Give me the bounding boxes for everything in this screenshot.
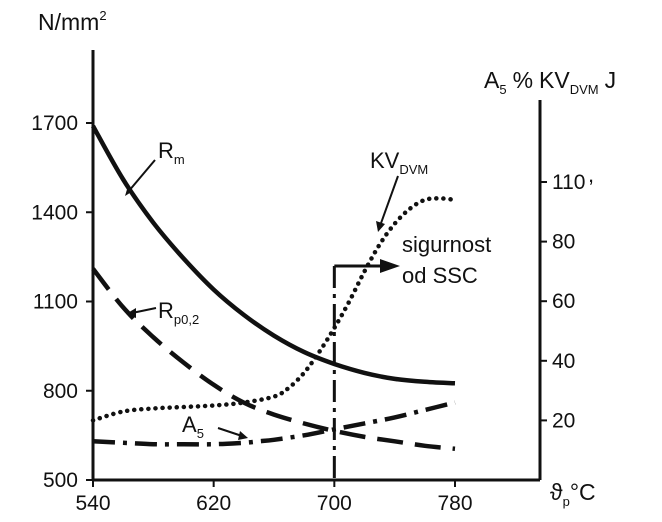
right-axis-kv-sub: DVM (570, 82, 599, 97)
kv-leader (379, 175, 399, 227)
a5-label-main: A (182, 412, 197, 437)
rp-leader-arrow (126, 308, 136, 318)
kv-leader-arrow (376, 221, 385, 232)
ssc-marker (332, 259, 400, 480)
a5-label-sub: 5 (197, 426, 204, 441)
ssc-label-line1: sigurnost (402, 232, 491, 257)
ssc-label-line2: od SSC (402, 263, 478, 288)
rm-leader (127, 159, 156, 193)
annotations: Rm Rp0,2 A5 KVDVM sigurnost od SSC , (125, 138, 594, 441)
series (90, 124, 458, 452)
ssc-arrow-head (380, 259, 400, 273)
right-axis-unit: J (605, 67, 617, 93)
left-axis-title: N/mm2 (38, 8, 107, 35)
left-tick-label-1100: 1100 (33, 291, 78, 314)
rp-label-sub: p0,2 (174, 312, 199, 327)
right-axis-title: A5% KVDVM J (484, 67, 616, 97)
right-tick-label-80: 80 (552, 231, 575, 254)
x-tick-label-780: 780 (437, 492, 472, 515)
series-line-a5 (92, 400, 456, 447)
left-axis-title-sup: 2 (99, 8, 106, 23)
kv-label-main: KV (370, 148, 400, 173)
left-axis-title-main: N/mm (38, 9, 99, 35)
rp-label: Rp0,2 (158, 298, 199, 327)
right-axis-a-sub: 5 (499, 82, 506, 97)
kv-label-sub: DVM (399, 162, 428, 177)
x-tick-label-620: 620 (196, 492, 231, 515)
right-tick-label-60: 60 (552, 290, 575, 313)
ticks: 540 620 700 780 500 800 1100 1400 1700 20 40 60 80 11… (31, 112, 585, 515)
rm-label-sub: m (174, 152, 185, 167)
x-tick-label-540: 540 (75, 492, 110, 515)
right-tick-label-20: 20 (552, 409, 575, 432)
x-axis-title-unit: °C (570, 479, 596, 505)
a5-leader (217, 427, 243, 437)
rp-label-main: R (158, 298, 174, 323)
a5-leader-arrow (238, 431, 248, 440)
right-tick-label-110: 110 (552, 171, 585, 194)
left-tick-label-1700: 1700 (31, 112, 78, 135)
rm-label: Rm (158, 138, 185, 167)
right-tick-label-40: 40 (552, 350, 575, 373)
series-line-rm (91, 124, 456, 386)
x-axis-title-sub: p (563, 494, 570, 509)
left-tick-label-800: 800 (43, 380, 78, 403)
stray-mark: , (588, 162, 594, 187)
rm-leader-arrow (125, 186, 133, 196)
x-tick-label-700: 700 (317, 492, 352, 515)
right-axis-percent: % (513, 67, 533, 93)
rm-label-main: R (158, 138, 174, 163)
right-axis-a: A (484, 67, 500, 93)
x-axis-title: ϑp°C (550, 479, 596, 509)
series-line-kvdvm (90, 196, 458, 423)
right-axis-kv: KV (539, 67, 570, 93)
series-line-rp02 (91, 267, 456, 452)
left-tick-label-500: 500 (43, 469, 78, 492)
left-tick-label-1400: 1400 (31, 201, 78, 224)
a5-label: A5 (182, 412, 204, 441)
kv-label: KVDVM (370, 148, 428, 177)
x-axis-title-main: ϑ (550, 479, 563, 505)
